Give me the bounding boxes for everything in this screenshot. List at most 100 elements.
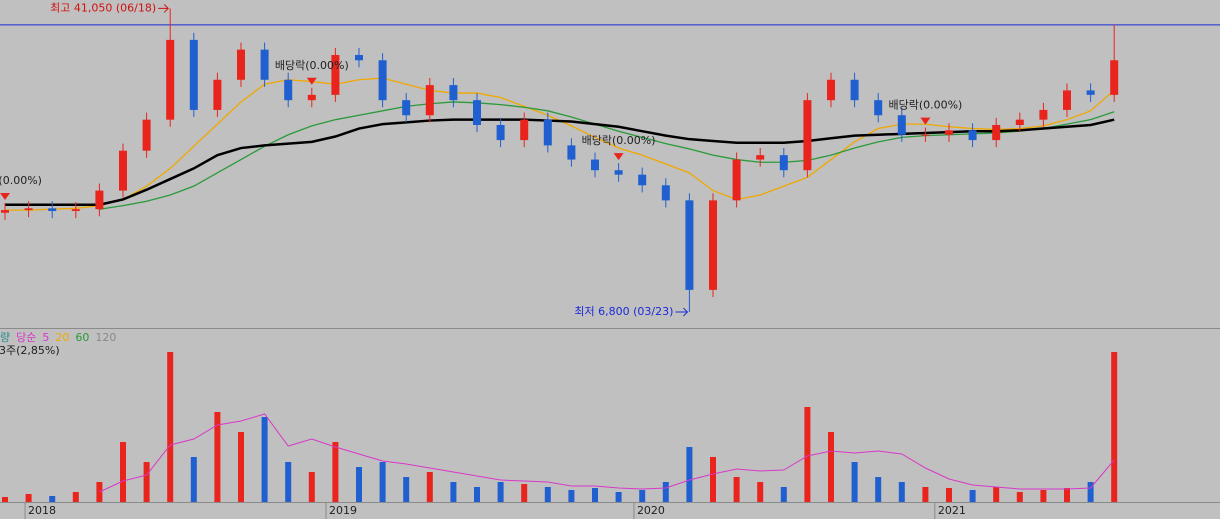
legend-label: 120 [95, 331, 116, 344]
dividend-label: 배당락(0.00%) [275, 59, 349, 72]
candle-body [189, 39, 198, 110]
volume-bar [875, 477, 882, 502]
candle-body [71, 209, 80, 211]
candle-body [567, 145, 576, 160]
volume-bar [1087, 482, 1094, 502]
candle-body [425, 85, 434, 116]
candle-body [331, 54, 340, 95]
volume-bar [356, 467, 362, 502]
candle-body [779, 155, 788, 171]
volume-bar [332, 442, 339, 502]
candle-body [1086, 90, 1095, 95]
candle-body [496, 124, 505, 141]
candle-body [897, 115, 906, 135]
volume-bar [804, 407, 811, 502]
ma-line [99, 413, 1115, 493]
volume-bar [733, 477, 740, 502]
volume-bar [993, 487, 1000, 502]
volume-bar [450, 482, 457, 502]
candle-body [709, 200, 717, 290]
legend-label: 20 [55, 331, 69, 344]
dividend-marker [613, 153, 624, 161]
candle-body [756, 155, 765, 160]
candle-body [213, 79, 222, 110]
volume-bar [49, 496, 56, 502]
candle-body [449, 85, 458, 101]
x-tick-label: 2018 [28, 504, 56, 517]
candle-body [827, 79, 835, 101]
candle-body [685, 200, 694, 290]
candle-body [95, 190, 104, 210]
volume-bar [285, 462, 292, 502]
volume-bar [190, 457, 197, 502]
volume-bar [946, 488, 952, 502]
candle-body [803, 100, 812, 171]
volume-note: 23주(2,85%) [0, 344, 60, 357]
dividend-marker [306, 77, 317, 85]
candle-body [638, 174, 647, 186]
low-arrow [675, 307, 689, 317]
volume-bar [72, 492, 79, 502]
candle-body [1, 210, 9, 213]
candle-body [473, 100, 481, 125]
volume-bar [25, 494, 32, 502]
volume-bar [568, 490, 575, 502]
volume-bar [497, 482, 504, 502]
volume-bar [757, 482, 764, 502]
volume-bar [710, 457, 716, 502]
volume-bar [662, 482, 669, 502]
candle-body [355, 54, 363, 61]
candle-body [260, 49, 269, 80]
volume-bar [898, 482, 905, 502]
volume-bar [544, 487, 551, 502]
volume-bar [1111, 352, 1118, 502]
candle-body [591, 159, 599, 171]
volume-bar [780, 487, 787, 502]
dividend-label: 배당락(0.00%) [0, 174, 42, 187]
x-tick-label: 2021 [938, 504, 966, 517]
volume-bar [969, 490, 976, 502]
candle-body [850, 79, 859, 101]
candle-body [614, 170, 623, 175]
volume-bar [828, 432, 834, 502]
x-tick-label: 2020 [637, 504, 665, 517]
candle-body [48, 208, 57, 211]
legend-label: 당순 [16, 331, 36, 344]
candle-body [119, 150, 127, 191]
volume-bar [214, 412, 221, 502]
candle-body [992, 124, 1001, 141]
dividend-label: 배당락(0.00%) [582, 134, 656, 147]
candle-body [142, 119, 151, 151]
low-label: 최저 6,800 (03/23) [574, 305, 673, 318]
candle-body [166, 39, 175, 120]
candle-body [874, 100, 883, 116]
volume-bar [1064, 488, 1070, 502]
candle-body [968, 130, 977, 141]
high-label: 최고 41,050 (06/18) [50, 1, 156, 14]
candle-body [237, 49, 245, 80]
dividend-marker [920, 117, 931, 125]
volume-bar [639, 490, 646, 502]
candle-body [661, 185, 670, 201]
legend-label: 량 [0, 331, 10, 344]
volume-bar [2, 497, 8, 502]
candle-body [24, 208, 33, 211]
candle-body [1110, 60, 1119, 95]
volume-bar [1016, 492, 1023, 502]
candle-body [921, 134, 930, 136]
volume-bar [167, 352, 174, 502]
candle-body [402, 100, 411, 116]
volume-bar [238, 432, 244, 502]
volume-bar [143, 462, 150, 502]
volume-bar [615, 492, 622, 502]
dividend-marker [0, 193, 10, 201]
candle-body [307, 94, 316, 101]
dividend-label: 배당락(0.00%) [888, 99, 962, 112]
candle-body [520, 119, 529, 141]
legend-label: 5 [42, 331, 49, 344]
volume-bar [474, 487, 480, 502]
candle-body [378, 60, 387, 101]
